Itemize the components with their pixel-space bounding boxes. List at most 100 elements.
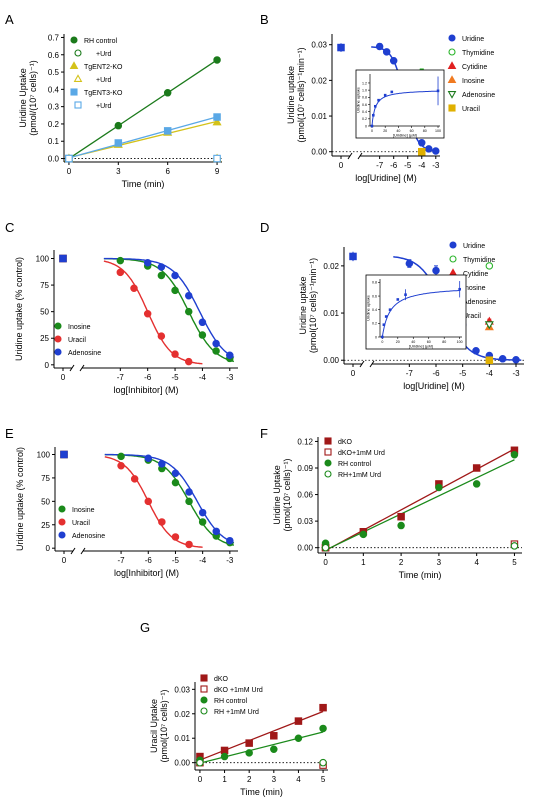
inset-y-tick-label: 0.2	[362, 117, 367, 121]
data-point	[319, 724, 327, 733]
legend-label: RH control	[338, 461, 372, 468]
y-tick-label: 0.03	[297, 517, 313, 526]
data-point	[130, 475, 139, 483]
data-point	[144, 497, 153, 506]
legend-marker	[74, 101, 82, 109]
data-point	[397, 512, 405, 521]
legend-label: Cytidine	[462, 64, 487, 71]
legend-marker	[448, 34, 456, 42]
inset-y-tick-label: 0.8	[362, 96, 367, 100]
data-point	[472, 347, 480, 355]
data-point	[485, 356, 494, 364]
series-dko-1mm-urd	[196, 758, 327, 769]
legend-label: Adenosine	[68, 350, 101, 357]
fit-line	[199, 731, 324, 764]
axis-break-mark	[79, 364, 85, 372]
legend-label: RH control	[84, 38, 118, 45]
y-tick-label: 0	[45, 361, 50, 370]
y-axis-label: Uridine uptake	[286, 66, 296, 124]
inset-data-point	[372, 113, 375, 117]
x-tick-label: 0	[62, 556, 67, 565]
x-tick-label: 2	[247, 775, 252, 784]
series-uracil	[59, 254, 193, 366]
data-point	[196, 758, 204, 767]
data-point	[157, 271, 166, 280]
legend-marker	[324, 448, 332, 456]
y-tick-label: 0.01	[311, 112, 327, 121]
legend-label: TgENT2-KO	[84, 64, 123, 71]
x-tick-label: -5	[459, 369, 467, 378]
inset-data-point	[370, 124, 374, 128]
legend-label: Inosine	[68, 324, 91, 331]
chart-panel-c: C 0 -7 -6 -5 -4 -3 0 25 50 75 100 log[Inhibitor] (M)…	[5, 220, 238, 395]
inset-data-point	[404, 293, 407, 296]
y-tick-label: 0	[46, 544, 51, 553]
series--urd	[65, 154, 221, 163]
data-point	[432, 266, 440, 275]
x-tick-label: 2	[399, 558, 404, 567]
y-tick-label: 100	[36, 255, 50, 264]
data-point	[425, 145, 433, 153]
chart-panel-g: G 0 1 2 3 4 5 0.00 0.01 0.02 0.03 Time (min) Uracil …	[140, 620, 328, 797]
data-point	[213, 113, 221, 121]
axis-break-mark	[359, 360, 365, 368]
data-point	[198, 518, 207, 526]
series-adenosine	[59, 254, 234, 359]
x-tick-label: 4	[296, 775, 301, 784]
legend-label: dKO+1mM Urd	[338, 450, 385, 457]
y-tick-label: 75	[41, 474, 50, 483]
legend-marker	[324, 470, 332, 478]
data-point	[245, 739, 253, 747]
legend-marker	[200, 685, 208, 693]
series-dko-1mm-urd	[321, 540, 519, 552]
inset-x-tick-label: 100	[435, 129, 441, 133]
x-tick-label: 0	[339, 161, 344, 170]
x-tick-label: 0	[61, 373, 66, 382]
x-axis-label: Time (min)	[240, 787, 283, 797]
legend-marker	[447, 91, 457, 99]
fit-line	[325, 459, 515, 551]
y-tick-label: 0.06	[297, 491, 313, 500]
data-point	[117, 452, 125, 461]
legend-marker	[449, 255, 457, 263]
y-tick-label: 0.6	[48, 51, 60, 60]
data-point	[245, 749, 253, 757]
legend-label: +Urd	[96, 103, 111, 110]
panel-label: A	[5, 12, 14, 27]
y-tick-label: 0.02	[174, 710, 190, 719]
inset-data-point	[377, 98, 380, 102]
y-tick-label: 0.2	[48, 120, 60, 129]
inset-chart: 0 20 40 60 80 100 0 0.2 0.4 0.6 0.8 [Uridine] (µM) U…	[366, 274, 467, 350]
y-axis-label: Uridine uptake (% control)	[15, 447, 25, 551]
x-tick-label: -7	[117, 373, 125, 382]
legend: RH control +Urd TgENT2-KO +Urd TgENT3-KO +Urd	[69, 36, 123, 110]
legend-label: Inosine	[72, 507, 95, 514]
x-axis-label: log[Uridine] (M)	[355, 173, 417, 183]
y-axis-label-units: (pmol/(10⁷ cells)⁻¹)	[28, 60, 38, 136]
inset-fit-curve	[381, 290, 460, 338]
x-tick-label: -4	[418, 161, 426, 170]
y-tick-label: 25	[41, 521, 50, 530]
data-point	[212, 527, 220, 536]
axis-break-mark	[69, 364, 75, 372]
fit-line	[325, 448, 515, 552]
inset-data-point	[381, 335, 384, 339]
legend-label: +Urd	[96, 77, 111, 84]
inset-y-tick-label: 0.6	[362, 103, 367, 107]
x-tick-label: -6	[432, 369, 440, 378]
legend: Inosine Uracil Adenosine	[58, 505, 105, 540]
legend: Inosine Uracil Adenosine	[54, 322, 101, 357]
data-point	[418, 147, 426, 156]
inset-data-point	[384, 315, 388, 318]
legend-label: dKO	[338, 439, 353, 446]
data-point	[319, 758, 327, 767]
data-point	[171, 533, 180, 541]
legend-label: Cytidine	[463, 271, 488, 278]
data-point	[114, 121, 123, 130]
data-point-zero	[337, 43, 345, 52]
legend-label: +Urd	[96, 51, 111, 58]
fit-line	[68, 59, 218, 160]
legend-label: Uridine	[463, 243, 485, 250]
data-point	[359, 530, 368, 539]
inset-data-point	[396, 298, 400, 301]
